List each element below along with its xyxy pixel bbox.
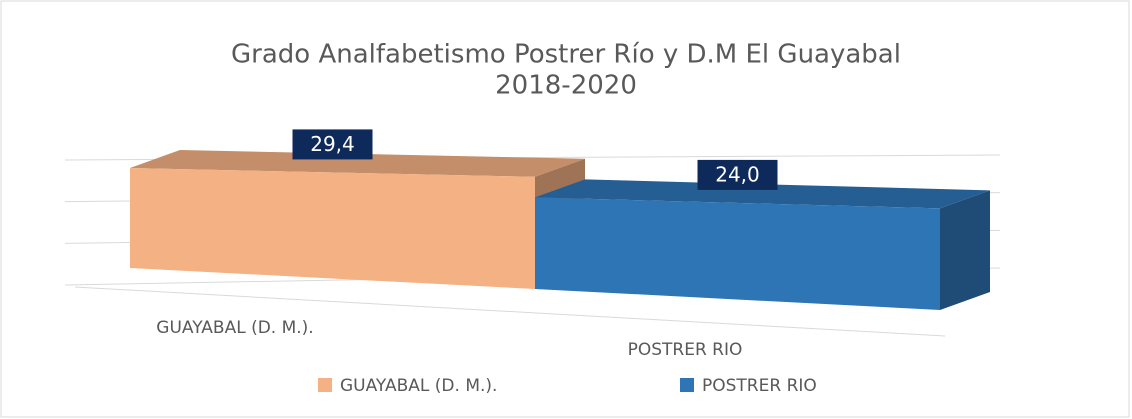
bar [130, 168, 535, 289]
floor-edge [74, 286, 946, 337]
bar-side [940, 190, 990, 310]
legend-label: POSTRER RIO [702, 376, 817, 396]
chart-subtitle: 2018-2020 [495, 71, 637, 101]
data-label-box [292, 129, 373, 160]
legend-swatch [318, 378, 332, 392]
bar [535, 197, 940, 310]
chart-title: Grado Analfabetismo Postrer Río y D.M El… [231, 40, 901, 70]
legend-swatch [680, 378, 694, 392]
data-label: 24,0 [715, 162, 760, 186]
x-tick-label: GUAYABAL (D. M.). [156, 318, 313, 338]
legend-label: GUAYABAL (D. M.). [340, 376, 497, 396]
data-label-box [697, 159, 778, 190]
bar-top [130, 150, 585, 177]
x-tick-label: POSTRER RIO [628, 340, 743, 360]
bar-top [535, 179, 990, 209]
data-label: 29,4 [310, 132, 355, 156]
